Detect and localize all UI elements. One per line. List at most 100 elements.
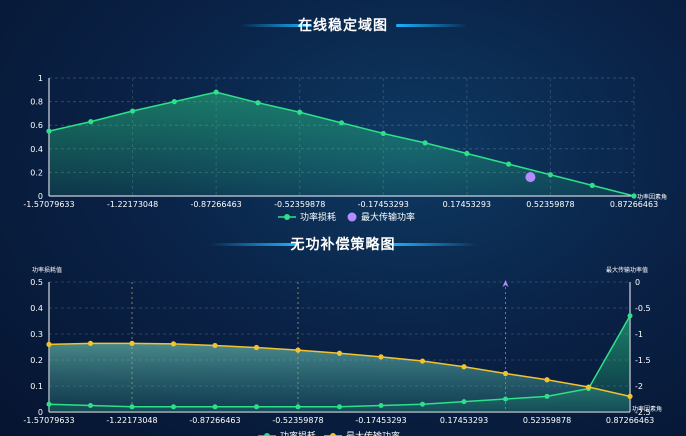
title-decoration-right-2 <box>390 243 478 246</box>
y-right-tick-label: -0.5 <box>635 304 651 313</box>
loss-point <box>380 130 386 137</box>
y-tick-label: 0.8 <box>30 98 43 107</box>
power-point <box>170 341 177 347</box>
loss-point <box>422 140 428 146</box>
x-tick-label: -0.52359878 <box>272 416 323 425</box>
power-point <box>502 370 509 377</box>
y-right-tick-label: 0 <box>635 278 640 287</box>
title-decoration-right <box>396 24 468 27</box>
loss-point <box>378 403 384 408</box>
loss-point <box>87 403 93 408</box>
y-tick-label: 0 <box>38 192 43 201</box>
power-point <box>46 341 52 347</box>
legend-max-label: 最大传输功率 <box>361 211 415 223</box>
power-point <box>336 350 343 356</box>
x-tick-label: -0.87266463 <box>189 416 240 425</box>
loss-point <box>46 128 52 134</box>
x-tick-label: -1.22173048 <box>107 200 158 209</box>
y-tick-label: 0.6 <box>30 121 43 130</box>
y-right-axis-label: 最大传输功率值 <box>606 266 648 274</box>
loss-point <box>338 120 345 126</box>
loss-point <box>171 99 177 105</box>
loss-point <box>255 100 261 106</box>
power-point <box>461 364 467 370</box>
y-left-tick-label: 0.3 <box>30 330 43 339</box>
x-tick-label: 0.52359878 <box>526 200 574 209</box>
power-point <box>129 340 135 346</box>
x-tick-label: 0.87266463 <box>610 200 658 209</box>
y-right-tick-label: -1.5 <box>635 356 651 365</box>
loss-point <box>631 193 637 199</box>
y-right-tick-label: -2 <box>635 382 643 391</box>
y-right-tick-label: -1 <box>635 330 643 339</box>
power-point <box>544 377 550 383</box>
x-tick-label: 0.17453293 <box>443 200 491 209</box>
loss-point <box>170 404 176 410</box>
loss-point <box>506 161 512 167</box>
loss-point <box>544 393 550 399</box>
loss-point <box>129 404 135 410</box>
loss-point <box>129 108 136 114</box>
title-decoration-left-2 <box>210 243 298 246</box>
loss-point <box>212 404 218 410</box>
loss-point <box>295 404 301 410</box>
x-axis-label: 功率因素角 <box>637 193 667 201</box>
title-decoration-left <box>240 24 312 27</box>
power-point <box>419 358 426 364</box>
chart2-title: 无功补偿策略图 <box>290 237 396 253</box>
loss-area <box>48 315 631 412</box>
legend-power-marker <box>330 433 336 436</box>
y-left-axis-label: 功率损耗值 <box>32 266 62 274</box>
power-point <box>378 354 384 360</box>
y-left-tick-label: 0.5 <box>30 278 43 287</box>
legend-max-marker <box>347 212 357 222</box>
x-tick-label: -0.17453293 <box>355 416 406 425</box>
power-point <box>212 342 218 349</box>
power-point <box>295 347 301 353</box>
x-tick-label: -0.52359878 <box>274 200 325 209</box>
y-left-tick-label: 0.1 <box>30 382 43 391</box>
power-area <box>48 343 631 412</box>
power-point <box>87 340 94 346</box>
y-left-tick-label: 0.2 <box>30 356 43 365</box>
loss-point <box>297 109 303 115</box>
y-left-tick-label: 0.4 <box>30 304 43 313</box>
legend-loss-marker <box>284 214 290 220</box>
y-left-tick-label: 0 <box>38 408 43 417</box>
loss-point <box>254 404 260 410</box>
x-tick-label: -1.22173048 <box>106 416 157 425</box>
loss-point <box>213 89 219 95</box>
loss-point <box>420 401 425 407</box>
power-point <box>585 384 592 390</box>
guide-arrow <box>502 280 509 287</box>
y-right-tick-label: -2.5 <box>635 408 651 417</box>
x-tick-label: 0.17453293 <box>440 416 488 425</box>
x-tick-label: 0.52359878 <box>523 416 571 425</box>
loss-point <box>464 150 470 157</box>
x-tick-label: -0.17453293 <box>358 200 409 209</box>
y-tick-label: 0.2 <box>30 168 43 177</box>
legend-power-label: 最大传输功率 <box>346 430 400 436</box>
max-power-point <box>525 172 536 183</box>
power-point <box>627 393 633 399</box>
loss-point <box>336 404 342 410</box>
legend-loss-label: 功率损耗 <box>300 211 336 223</box>
legend-loss-marker <box>264 433 270 436</box>
loss-point <box>461 399 467 405</box>
y-tick-label: 1 <box>38 74 43 83</box>
loss-point <box>547 172 554 178</box>
x-tick-label: -0.87266463 <box>191 200 242 209</box>
x-axis-label: 功率因素角 <box>632 405 662 413</box>
loss-point <box>589 182 595 188</box>
x-tick-label: -1.57079633 <box>23 200 74 209</box>
loss-area <box>48 92 635 196</box>
power-point <box>253 344 260 351</box>
x-tick-label: 0.87266463 <box>606 416 654 425</box>
legend-loss-label: 功率损耗 <box>280 430 316 436</box>
loss-point <box>88 119 94 125</box>
x-tick-label: -1.57079633 <box>23 416 74 425</box>
loss-point <box>627 313 633 319</box>
y-tick-label: 0.4 <box>30 145 43 154</box>
loss-point <box>46 401 52 407</box>
